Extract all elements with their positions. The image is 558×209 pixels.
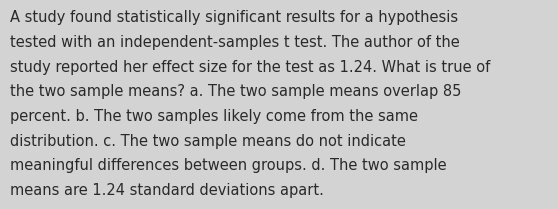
Text: the two sample means? a. The two sample means overlap 85: the two sample means? a. The two sample …: [10, 84, 461, 99]
Text: A study found statistically significant results for a hypothesis: A study found statistically significant …: [10, 10, 458, 25]
Text: meaningful differences between groups. d. The two sample: meaningful differences between groups. d…: [10, 158, 446, 173]
Text: tested with an independent-samples t test. The author of the: tested with an independent-samples t tes…: [10, 35, 460, 50]
Text: means are 1.24 standard deviations apart.: means are 1.24 standard deviations apart…: [10, 183, 324, 198]
Text: study reported her effect size for the test as 1.24. What is true of: study reported her effect size for the t…: [10, 60, 490, 75]
Text: percent. b. The two samples likely come from the same: percent. b. The two samples likely come …: [10, 109, 418, 124]
Text: distribution. c. The two sample means do not indicate: distribution. c. The two sample means do…: [10, 134, 406, 149]
